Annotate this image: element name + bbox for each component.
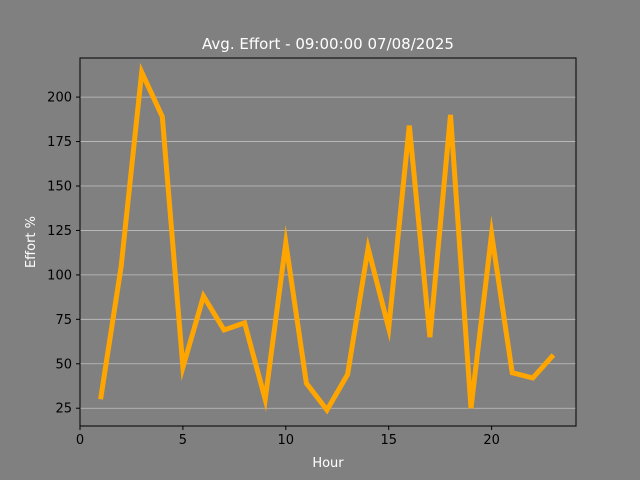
x-axis: 0 5 10 15 20 bbox=[76, 426, 500, 448]
series-line bbox=[98, 62, 556, 415]
x-axis-label: Hour bbox=[312, 456, 344, 471]
x-tick-label: 10 bbox=[278, 433, 295, 448]
y-tick-label: 150 bbox=[47, 180, 72, 195]
plot-frame bbox=[79, 57, 577, 427]
x-tick-label: 0 bbox=[76, 433, 84, 448]
chart-title: Avg. Effort - 09:00:00 07/08/2025 bbox=[202, 35, 454, 53]
y-tick-label: 75 bbox=[55, 313, 72, 328]
x-tick-label: 15 bbox=[380, 433, 397, 448]
y-tick-label: 125 bbox=[47, 224, 72, 239]
y-tick-label: 25 bbox=[55, 402, 72, 417]
x-tick-label: 20 bbox=[483, 433, 500, 448]
y-axis: 25 50 75 100 125 150 175 200 bbox=[47, 91, 80, 417]
y-tick-label: 200 bbox=[47, 91, 72, 106]
y-tick-label: 100 bbox=[47, 268, 72, 283]
series-layer bbox=[98, 62, 556, 415]
y-axis-label: Effort % bbox=[24, 216, 39, 268]
grid-lines bbox=[80, 96, 576, 409]
y-tick-label: 175 bbox=[47, 135, 72, 150]
x-tick-label: 5 bbox=[179, 433, 187, 448]
y-tick-label: 50 bbox=[55, 357, 72, 372]
